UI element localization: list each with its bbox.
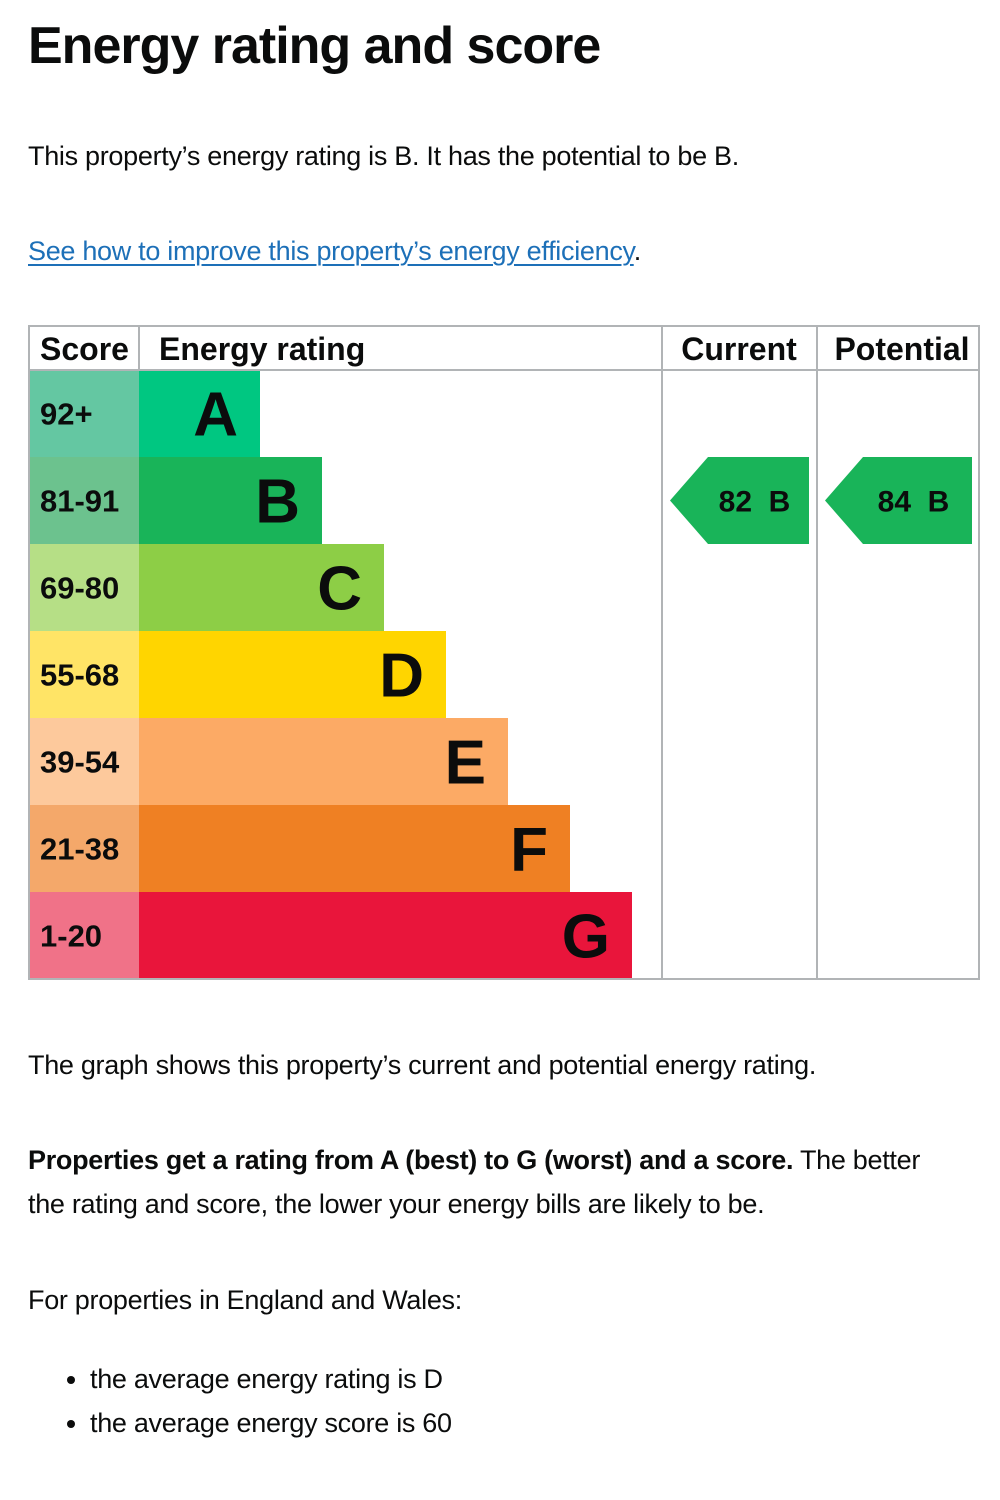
current-rating-arrow: 82 B <box>670 457 809 544</box>
band-letter-e: E <box>445 729 486 798</box>
energy-rating-chart: 92+ A81-91 B69-80 C55-68 D39-54 E21-38 F1-20 G … <box>28 325 980 980</box>
average-rating-item: the average energy rating is D <box>90 1357 452 1401</box>
improve-efficiency-link[interactable]: See how to improve this property’s energ… <box>28 236 634 266</box>
score-range-c: 69-80 <box>40 571 119 606</box>
band-letter-d: D <box>379 642 424 711</box>
score-cell-f <box>28 805 139 892</box>
ratings-explanation-line-2: the rating and score, the lower your ene… <box>28 1189 765 1219</box>
ratings-explanation-bold: Properties get a rating from A (best) to… <box>28 1145 794 1175</box>
score-range-g: 1-20 <box>40 919 102 954</box>
link-suffix: . <box>633 236 642 266</box>
header-potential: Potential <box>834 331 969 367</box>
band-bar-e <box>139 718 508 805</box>
band-letter-f: F <box>510 816 548 885</box>
current-arrow-shape <box>670 457 809 544</box>
rating-bands: 92+ A 81-91 B 69-80 C 55-68 D 39-54 E 21-38 F 1-20 G <box>28 370 632 979</box>
band-bar-c <box>139 544 384 631</box>
band-bar-f <box>139 805 570 892</box>
score-cell-d <box>28 631 139 718</box>
header-score: Score <box>40 331 129 367</box>
page-title: Energy rating and score <box>28 17 601 75</box>
rating-summary: This property’s energy rating is B. It h… <box>28 141 739 171</box>
score-cell-e <box>28 718 139 805</box>
score-cell-b <box>28 457 139 544</box>
score-range-e: 39-54 <box>40 745 120 780</box>
score-range-b: 81-91 <box>40 484 119 519</box>
potential-rating-label: 84 B <box>878 486 950 519</box>
ratings-explanation-line-1: Properties get a rating from A (best) to… <box>28 1138 920 1182</box>
table-grid <box>28 325 980 980</box>
band-bar-a <box>139 370 260 457</box>
header-energy-rating: Energy rating <box>159 331 365 367</box>
score-cell-a <box>28 370 139 457</box>
score-range-d: 55-68 <box>40 658 119 693</box>
average-score-item: the average energy score is 60 <box>90 1401 452 1445</box>
score-range-f: 21-38 <box>40 832 119 867</box>
band-letter-g: G <box>562 903 610 972</box>
england-wales-intro: For properties in England and Wales: <box>28 1285 462 1315</box>
averages-list: the average energy rating is D the avera… <box>28 1357 452 1445</box>
band-letter-c: C <box>317 555 362 624</box>
score-cell-g <box>28 892 139 979</box>
header-current: Current <box>681 331 797 367</box>
score-cell-c <box>28 544 139 631</box>
potential-rating-arrow: 84 B <box>825 457 972 544</box>
current-rating-label: 82 B <box>719 486 791 519</box>
band-letter-b: B <box>255 468 300 537</box>
band-bar-g <box>139 892 632 979</box>
band-letter-a: A <box>193 381 238 450</box>
improve-paragraph: See how to improve this property’s energ… <box>28 229 641 273</box>
score-range-a: 92+ <box>40 397 93 432</box>
band-bar-b <box>139 457 322 544</box>
potential-arrow-shape <box>825 457 972 544</box>
graph-caption: The graph shows this property’s current … <box>28 1050 817 1080</box>
band-bar-d <box>139 631 446 718</box>
ratings-explanation-rest: The better <box>793 1145 921 1175</box>
